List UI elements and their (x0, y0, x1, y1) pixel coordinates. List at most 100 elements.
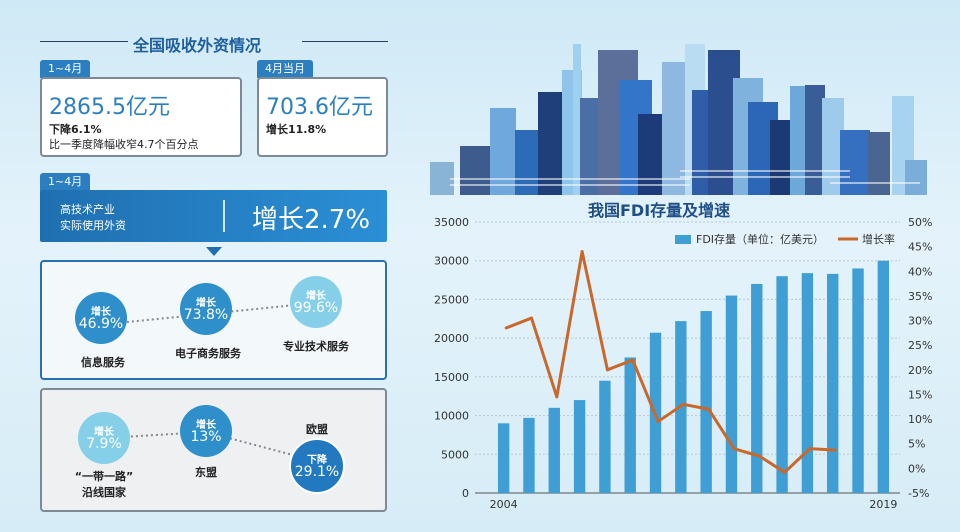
growth-rate-point (504, 326, 508, 330)
growth-rate-line (505, 250, 836, 474)
bar (852, 268, 864, 493)
title-rule-left (40, 41, 128, 42)
sector-label-info: 信息服务 (81, 356, 125, 369)
card2-tab: 4月当月 (257, 60, 313, 78)
growth-rate-point (681, 402, 685, 406)
left-tick-label: 0 (462, 487, 469, 500)
region-circle-asean-top: 增长 (196, 420, 216, 431)
right-tick-label: 45% (908, 241, 932, 254)
right-tick-label: 10% (908, 413, 932, 426)
region-label-asean: 东盟 (195, 466, 217, 479)
growth-rate-point (530, 316, 533, 320)
bar (801, 273, 814, 493)
legend-label-growth: 增长率 (862, 232, 895, 246)
x-tick-label-start: 2004 (490, 498, 518, 511)
region-circle-beltroad-top: 增长 (94, 427, 114, 438)
bar (877, 260, 890, 493)
sector-circle-info-top: 增长 (91, 307, 111, 318)
card2: 703.6亿元 增长11.8% (257, 77, 388, 157)
region-circle-eu-top: 下降 (307, 455, 327, 466)
left-tick-label: 20000 (434, 332, 469, 345)
region-label-beltroad-2: 沿线国家 (82, 486, 126, 499)
right-tick-label: 20% (908, 364, 932, 377)
right-tick-label: 15% (908, 388, 932, 401)
sector-circle-professional-top: 增长 (306, 291, 326, 302)
bar (548, 407, 560, 493)
hitech-label1: 高技术产业 (60, 203, 115, 216)
growth-rate-point (808, 447, 812, 451)
bar (776, 276, 788, 493)
bar (827, 273, 839, 493)
sector-circle-professional: 增长 99.6% (290, 276, 342, 328)
sector-label-professional: 专业技术服务 (283, 340, 349, 353)
card2-value: 703.6亿元 (266, 95, 373, 120)
growth-rate-point (757, 454, 761, 458)
hitech-value: 增长2.7% (252, 205, 371, 235)
hitech-label2: 实际使用外资 (60, 219, 126, 232)
title-rule-right (302, 41, 388, 42)
card1-line2: 比一季度降幅收窄4.7个百分点 (49, 138, 199, 151)
page-title: 全国吸收外资情况 (133, 36, 262, 55)
left-tick-label: 35000 (434, 216, 469, 229)
chart-title: 我国FDI存量及增速 (588, 201, 731, 220)
bar (700, 311, 712, 493)
bar (624, 357, 636, 493)
city-skyline-illustration (430, 44, 927, 195)
hitech-banner: 高技术产业 实际使用外资 增长2.7% (40, 190, 387, 242)
bar (573, 400, 586, 493)
growth-rate-point (605, 368, 609, 372)
card2-line1: 增长11.8% (266, 123, 327, 136)
card1-value: 2865.5亿元 (49, 95, 170, 120)
bar (497, 423, 510, 493)
right-tick-label: 40% (908, 265, 932, 278)
growth-rate-point (833, 448, 837, 452)
right-tick-label: 0% (908, 462, 925, 475)
right-tick-label: -5% (908, 487, 929, 500)
growth-rate-point (580, 250, 584, 254)
x-tick-label-end: 2019 (869, 498, 897, 511)
region-circle-eu: 下降 29.1% (289, 438, 345, 494)
left-tick-label: 25000 (434, 293, 469, 306)
right-tick-label: 5% (908, 438, 925, 451)
growth-rate-point (707, 407, 711, 411)
growth-rate-point (783, 470, 787, 474)
growth-rate-point (631, 358, 635, 362)
left-tick-label: 10000 (434, 410, 469, 423)
region-circle-asean-value: 13% (190, 429, 222, 445)
growth-rate-point (656, 420, 660, 424)
card1: 2865.5亿元 下降6.1% 比一季度降幅收窄4.7个百分点 (40, 77, 242, 157)
growth-rate-point (555, 395, 559, 399)
sector-label-ecommerce: 电子商务服务 (175, 347, 241, 360)
fdi-chart: 0 5000 10000 15000 20000 25000 30000 35000 -5% 0%… (434, 216, 932, 511)
region-circle-beltroad-value: 7.9% (86, 436, 122, 452)
bar (599, 380, 611, 493)
right-tick-label: 30% (908, 315, 932, 328)
region-label-eu: 欧盟 (306, 423, 328, 436)
left-tick-label: 30000 (434, 255, 469, 268)
hitech-tab: 1~4月 (40, 173, 91, 191)
sector-circle-ecommerce: 增长 73.8% (180, 283, 232, 335)
region-circle-beltroad: 增长 7.9% (78, 412, 130, 464)
left-tick-label: 5000 (441, 448, 469, 461)
legend-label-fdi: FDI存量（单位：亿美元） (696, 232, 824, 246)
card1-line1: 下降6.1% (49, 123, 102, 136)
sector-circle-info-value: 46.9% (78, 316, 124, 332)
card1-tab: 1~4月 (40, 60, 91, 78)
hitech-divider (223, 200, 225, 232)
right-tick-label: 25% (908, 339, 932, 352)
region-circle-asean: 增长 13% (180, 405, 232, 457)
right-tick-label: 50% (908, 216, 932, 229)
down-arrow-icon (206, 247, 222, 256)
left-tick-label: 15000 (434, 371, 469, 384)
region-label-beltroad: “一带一路” (74, 470, 134, 483)
region-circle-eu-value: 29.1% (294, 464, 340, 480)
bar (725, 295, 738, 493)
right-tick-label: 35% (908, 290, 932, 303)
sector-circle-professional-value: 99.6% (293, 300, 339, 316)
bar (523, 417, 535, 493)
legend-swatch-fdi (675, 235, 691, 244)
growth-rate-point (732, 447, 736, 451)
sector-circle-ecommerce-value: 73.8% (183, 307, 229, 323)
sector-circle-info: 增长 46.9% (75, 292, 127, 344)
